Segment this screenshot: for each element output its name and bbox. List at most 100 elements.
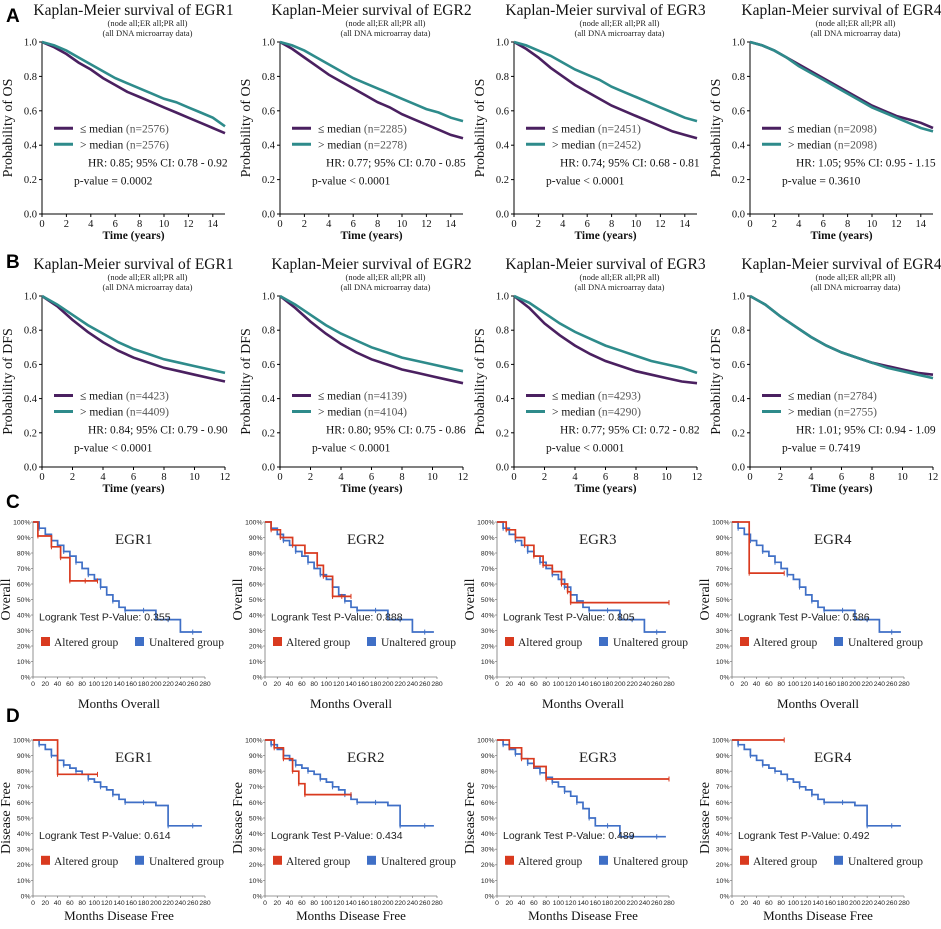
series-line-altered	[33, 739, 98, 776]
y-tick-label: 0.4	[24, 141, 38, 152]
y-tick-label: 0.4	[262, 141, 276, 152]
y-tick-label: 0%	[253, 893, 263, 900]
x-tick-label: 140	[345, 900, 357, 907]
legend-label: > median (n=4409)	[80, 406, 169, 418]
y-axis-label: Probability of DFS	[1, 328, 16, 435]
y-tick-label: 70%	[17, 566, 31, 573]
x-tick-label: 20	[274, 681, 282, 688]
x-tick-label: 20	[741, 900, 749, 907]
x-tick-label: 160	[590, 900, 602, 907]
y-axis-label: Disease Free	[231, 782, 246, 854]
chart-title: Kaplan-Meier survival of EGR4	[741, 256, 941, 273]
series-line-unaltered	[33, 739, 202, 827]
legend-label-unaltered: Unaltered group	[381, 637, 456, 649]
x-tick-label: 120	[101, 681, 113, 688]
legend-label-text: > median	[318, 139, 364, 151]
km-chart-b-egr2: Kaplan-Meier survival of EGR2(node all;E…	[239, 256, 472, 495]
legend-n: (n=2098)	[834, 139, 877, 151]
x-axis-label: Months Overall	[777, 696, 859, 711]
legend-swatch-unaltered	[367, 637, 376, 646]
x-tick-label: 260	[651, 681, 663, 688]
y-tick-label: 50%	[481, 815, 495, 822]
y-tick-label: 0.8	[496, 326, 509, 337]
y-tick-label: 80%	[716, 769, 730, 776]
legend-label-unaltered: Unaltered group	[848, 856, 923, 868]
y-axis-label: Probability of DFS	[473, 328, 488, 435]
y-tick-label: 90%	[249, 753, 263, 760]
y-tick-label: 0.4	[496, 141, 510, 152]
x-tick-label: 180	[837, 681, 849, 688]
series-line-low	[279, 40, 464, 140]
y-tick-label: 0.6	[496, 360, 509, 371]
y-tick-label: 100%	[477, 737, 494, 744]
legend-swatch-unaltered	[367, 855, 376, 865]
y-tick-label: 1.0	[732, 292, 745, 303]
chart-subtitle: (node all;ER all;PR all)	[107, 18, 187, 28]
x-tick-label: 6	[585, 219, 590, 230]
legend-swatch-altered	[505, 637, 514, 646]
y-tick-label: 0.8	[496, 72, 509, 83]
y-tick-label: 10%	[249, 659, 263, 666]
legend-n: (n=4290)	[598, 406, 641, 418]
p-value-text: p-value = 0.0002	[74, 175, 153, 187]
legend-label: ≤ median (n=2451)	[552, 123, 641, 135]
y-tick-label: 60%	[481, 800, 495, 807]
x-tick-label: 6	[839, 472, 844, 483]
x-tick-label: 160	[590, 681, 602, 688]
legend-label: ≤ median (n=2576)	[80, 123, 169, 135]
p-value-text: p-value < 0.0001	[312, 442, 391, 454]
y-tick-label: 20%	[249, 862, 263, 869]
y-axis-label: Probability of OS	[239, 79, 254, 178]
x-tick-label: 200	[382, 900, 394, 907]
y-tick-label: 0.2	[732, 175, 745, 186]
legend-label: ≤ median (n=2285)	[318, 123, 407, 135]
y-axis-label: Probability of OS	[473, 79, 488, 178]
y-tick-label: 0%	[21, 674, 31, 681]
y-tick-label: 60%	[17, 581, 31, 588]
km-chart-b-egr1: Kaplan-Meier survival of EGR1(node all;E…	[1, 256, 234, 495]
legend-swatch-altered	[41, 637, 50, 646]
y-tick-label: 100%	[13, 737, 30, 744]
y-tick-label: 10%	[249, 878, 263, 885]
x-tick-label: 8	[399, 472, 404, 483]
x-axis-label: Time (years)	[340, 230, 402, 242]
y-tick-label: 30%	[716, 628, 730, 635]
x-axis-label: Time (years)	[574, 230, 636, 242]
x-tick-label: 180	[370, 681, 382, 688]
x-tick-label: 160	[126, 681, 138, 688]
series-line-unaltered	[732, 739, 901, 827]
legend-swatch-unaltered	[135, 855, 144, 865]
x-tick-label: 160	[358, 681, 370, 688]
x-tick-label: 80	[310, 681, 318, 688]
legend-n: (n=2451)	[598, 123, 641, 135]
legend-n: (n=2285)	[364, 123, 407, 135]
x-tick-label: 40	[286, 900, 294, 907]
y-tick-label: 10%	[716, 878, 730, 885]
legend-label-text: ≤ median	[552, 390, 598, 402]
series-line-unaltered	[265, 739, 434, 827]
x-tick-label: 140	[345, 681, 357, 688]
series-line-altered	[33, 521, 98, 582]
y-tick-label: 20%	[481, 862, 495, 869]
legend-label-text: > median	[788, 406, 834, 418]
x-tick-label: 40	[54, 681, 62, 688]
x-tick-label: 280	[663, 681, 675, 688]
legend-label-altered: Altered group	[286, 856, 350, 868]
chart-subtitle: (node all;ER all;PR all)	[345, 18, 425, 28]
x-axis-label: Time (years)	[102, 483, 164, 495]
legend-n: (n=4104)	[364, 406, 407, 418]
x-tick-label: 10	[661, 472, 672, 483]
y-tick-label: 30%	[716, 847, 730, 854]
legend-label-unaltered: Unaltered group	[848, 637, 923, 649]
y-tick-label: 0.8	[732, 326, 745, 337]
x-tick-label: 220	[394, 681, 406, 688]
x-tick-label: 14	[916, 219, 927, 230]
chart-subtitle: (all DNA microarray data)	[341, 282, 431, 292]
y-tick-label: 70%	[17, 784, 31, 791]
gene-label: EGR3	[579, 750, 617, 766]
legend-label-text: > median	[80, 406, 126, 418]
x-tick-label: 220	[162, 900, 174, 907]
legend-label: > median (n=2576)	[80, 139, 169, 151]
y-tick-label: 0%	[485, 674, 495, 681]
x-tick-label: 10	[867, 219, 878, 230]
